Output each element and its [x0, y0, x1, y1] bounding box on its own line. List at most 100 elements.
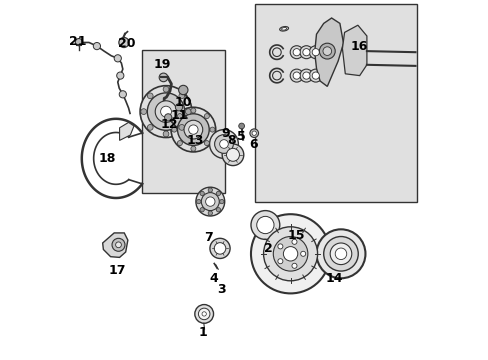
- Polygon shape: [342, 25, 366, 76]
- Circle shape: [289, 46, 303, 59]
- Ellipse shape: [261, 221, 269, 229]
- Circle shape: [194, 305, 213, 323]
- Circle shape: [292, 49, 300, 56]
- Circle shape: [216, 208, 220, 212]
- Polygon shape: [142, 50, 224, 193]
- Circle shape: [277, 259, 283, 264]
- Circle shape: [179, 125, 184, 130]
- Circle shape: [291, 239, 296, 244]
- Circle shape: [209, 130, 238, 158]
- Circle shape: [250, 214, 329, 293]
- Circle shape: [249, 129, 258, 138]
- Polygon shape: [120, 122, 134, 140]
- Circle shape: [289, 69, 303, 82]
- Circle shape: [75, 39, 82, 46]
- Circle shape: [219, 199, 224, 204]
- Text: 2: 2: [263, 242, 272, 255]
- Circle shape: [185, 109, 191, 114]
- Circle shape: [202, 312, 206, 316]
- Circle shape: [292, 72, 300, 79]
- Circle shape: [251, 131, 256, 135]
- Circle shape: [256, 216, 273, 234]
- Circle shape: [277, 244, 283, 249]
- Circle shape: [209, 127, 215, 132]
- Circle shape: [204, 114, 209, 119]
- Circle shape: [164, 114, 171, 121]
- Circle shape: [329, 243, 351, 265]
- Circle shape: [190, 108, 196, 113]
- Circle shape: [179, 93, 184, 99]
- Circle shape: [283, 247, 297, 261]
- Circle shape: [188, 125, 198, 134]
- Circle shape: [147, 125, 153, 130]
- Circle shape: [205, 197, 215, 206]
- Text: 11: 11: [170, 109, 187, 122]
- Circle shape: [201, 193, 219, 211]
- Circle shape: [208, 211, 212, 215]
- Circle shape: [196, 199, 201, 204]
- Text: 8: 8: [227, 134, 236, 147]
- Circle shape: [141, 109, 146, 114]
- Text: 13: 13: [186, 134, 203, 147]
- Circle shape: [300, 251, 305, 256]
- Circle shape: [171, 127, 177, 132]
- Text: 14: 14: [325, 273, 343, 285]
- Text: 20: 20: [118, 37, 135, 50]
- Text: 7: 7: [203, 231, 212, 244]
- Circle shape: [159, 73, 167, 82]
- Text: 6: 6: [249, 138, 257, 150]
- Circle shape: [263, 227, 317, 281]
- Circle shape: [204, 140, 209, 145]
- Circle shape: [196, 187, 224, 216]
- Circle shape: [299, 46, 312, 59]
- Circle shape: [291, 263, 296, 268]
- Circle shape: [119, 37, 129, 48]
- Circle shape: [115, 242, 121, 248]
- Circle shape: [177, 114, 209, 145]
- Circle shape: [112, 238, 125, 251]
- Circle shape: [163, 131, 168, 137]
- Circle shape: [309, 46, 322, 59]
- Circle shape: [119, 91, 126, 98]
- Circle shape: [299, 69, 312, 82]
- Polygon shape: [255, 4, 416, 202]
- Text: 19: 19: [153, 58, 171, 71]
- Polygon shape: [102, 233, 127, 257]
- Circle shape: [322, 47, 331, 55]
- Circle shape: [198, 308, 209, 320]
- Circle shape: [316, 229, 365, 278]
- Circle shape: [226, 148, 239, 161]
- Circle shape: [183, 120, 203, 139]
- Circle shape: [147, 93, 184, 130]
- Circle shape: [209, 238, 230, 258]
- Circle shape: [190, 146, 196, 151]
- Text: 3: 3: [216, 283, 225, 296]
- Circle shape: [160, 106, 171, 117]
- Circle shape: [238, 123, 244, 129]
- Text: 15: 15: [287, 229, 305, 242]
- Circle shape: [163, 86, 168, 92]
- Text: 17: 17: [109, 264, 126, 276]
- Circle shape: [219, 140, 228, 148]
- Ellipse shape: [281, 27, 286, 30]
- Text: 12: 12: [160, 118, 177, 131]
- Text: 10: 10: [174, 96, 192, 109]
- Circle shape: [200, 191, 204, 195]
- Circle shape: [114, 55, 121, 62]
- Circle shape: [178, 85, 187, 95]
- Circle shape: [302, 72, 309, 79]
- Circle shape: [309, 69, 322, 82]
- Circle shape: [171, 107, 215, 152]
- Circle shape: [177, 140, 182, 145]
- Circle shape: [140, 86, 192, 138]
- Text: 9: 9: [221, 127, 230, 140]
- Circle shape: [147, 93, 153, 99]
- Text: 21: 21: [69, 35, 87, 48]
- Circle shape: [208, 188, 212, 192]
- Text: 18: 18: [99, 152, 116, 165]
- Circle shape: [155, 101, 177, 122]
- Circle shape: [319, 43, 335, 59]
- Circle shape: [216, 191, 220, 195]
- Polygon shape: [314, 18, 343, 86]
- Circle shape: [273, 237, 307, 271]
